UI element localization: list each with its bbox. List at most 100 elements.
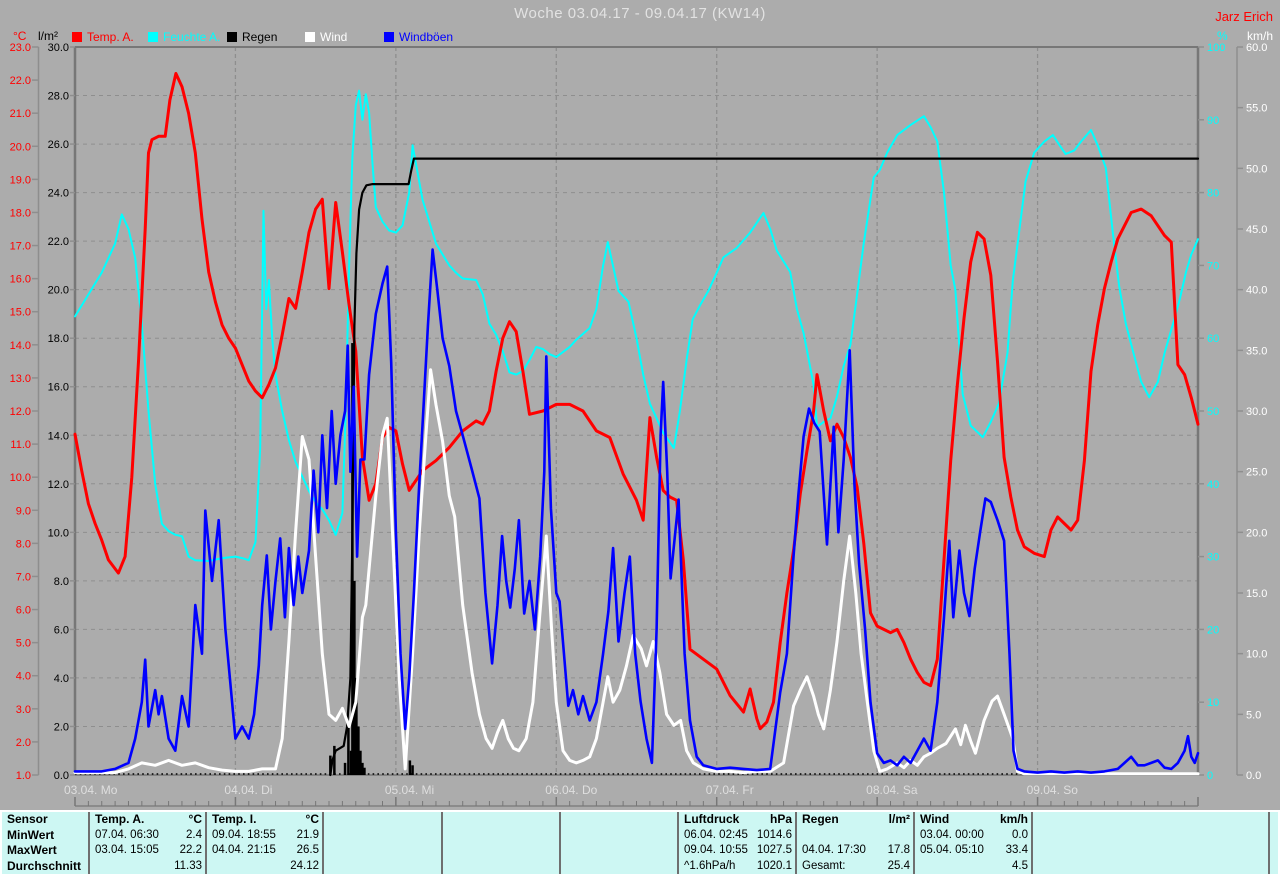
temp-axis-tick-label: 18.0 bbox=[10, 207, 31, 219]
series-regen-bar bbox=[343, 762, 347, 775]
stat-col-unit: °C bbox=[305, 812, 319, 826]
stat-max-time: 09.04. 10:55 bbox=[684, 844, 748, 856]
stat-min-value: 1014.6 bbox=[756, 828, 792, 841]
series-regen-bar bbox=[411, 765, 414, 775]
humidity-axis-tick-label: 50 bbox=[1207, 406, 1219, 418]
table-column-separator bbox=[88, 812, 90, 874]
stat-avg-value: 24.12 bbox=[290, 859, 319, 872]
legend-label: Windböen bbox=[399, 30, 454, 44]
series-temp-a- bbox=[73, 72, 1200, 731]
legend-item-regen[interactable]: Regen bbox=[227, 30, 277, 44]
rain-axis-tick-label: 12.0 bbox=[48, 479, 69, 491]
rain-axis-tick-label: 14.0 bbox=[48, 430, 69, 442]
wind-axis-tick-label: 20.0 bbox=[1246, 527, 1267, 539]
series-feuchte-a- bbox=[74, 89, 1199, 562]
temp-axis-tick-label: 14.0 bbox=[10, 340, 31, 352]
humidity-axis-tick-label: 10 bbox=[1207, 697, 1219, 709]
table-column-separator bbox=[441, 812, 443, 874]
temp-axis-tick-label: 15.0 bbox=[10, 307, 31, 319]
temp-axis-tick-label: 4.0 bbox=[16, 671, 31, 683]
statistics-table: Sensor MinWert MaxWert Durchschnitt Temp. A.… bbox=[0, 810, 1280, 876]
series-regen-bar bbox=[333, 745, 336, 775]
legend-swatch bbox=[72, 32, 82, 42]
wind-axis-tick-label: 45.0 bbox=[1246, 224, 1267, 236]
stat-min-value: 0.0 bbox=[1012, 828, 1028, 841]
stat-max-time: 05.04. 05:10 bbox=[920, 844, 984, 856]
x-axis-day-label: 09.04. So bbox=[1027, 783, 1079, 797]
legend-label: Wind bbox=[320, 30, 348, 44]
table-row-label: MaxWert bbox=[7, 843, 57, 857]
legend-item-feuchte-a-[interactable]: Feuchte A. bbox=[148, 30, 220, 44]
series-regen-bar bbox=[329, 755, 332, 775]
stat-avg-value: 4.5 bbox=[1012, 859, 1028, 872]
series-regen-summe bbox=[329, 157, 1200, 777]
temp-axis-tick-label: 21.0 bbox=[10, 108, 31, 120]
legend-label: Temp. A. bbox=[87, 30, 134, 44]
chart-title: Woche 03.04.17 - 09.04.17 (KW14) bbox=[514, 5, 766, 22]
wind-axis-tick-label: 25.0 bbox=[1246, 467, 1267, 479]
stat-avg-value: 1020.1 bbox=[756, 859, 792, 872]
stat-max-value: 22.2 bbox=[179, 844, 202, 856]
rain-axis-tick-label: 10.0 bbox=[48, 527, 69, 539]
legend-item-windb-en[interactable]: Windböen bbox=[384, 30, 453, 44]
stat-max-time: 04.04. 17:30 bbox=[802, 844, 866, 856]
table-row-label: Durchschnitt bbox=[7, 858, 82, 873]
legend-item-temp-a-[interactable]: Temp. A. bbox=[72, 30, 134, 44]
x-axis-day-label: 08.04. Sa bbox=[866, 783, 918, 797]
series-regen-bar bbox=[349, 750, 353, 775]
temp-axis-tick-label: 5.0 bbox=[16, 638, 31, 650]
legend-item-wind[interactable]: Wind bbox=[305, 30, 347, 44]
stat-min-time: 07.04. 06:30 bbox=[95, 828, 159, 841]
axis-unit-humidity: % bbox=[1217, 29, 1228, 43]
wind-axis-tick-label: 10.0 bbox=[1246, 649, 1267, 661]
stat-col-unit: hPa bbox=[769, 812, 792, 826]
temp-axis-tick-label: 19.0 bbox=[10, 174, 31, 186]
table-column-separator bbox=[677, 812, 679, 874]
rain-axis-tick-label: 2.0 bbox=[54, 721, 69, 733]
stat-avg-label: ^1.6hPa/h bbox=[684, 859, 736, 872]
stat-col-name: Wind bbox=[920, 812, 950, 826]
x-axis-day-label: 06.04. Do bbox=[545, 783, 597, 797]
series-regen-bar bbox=[355, 677, 358, 775]
temp-axis-tick-label: 10.0 bbox=[10, 472, 31, 484]
temp-axis-tick-label: 1.0 bbox=[16, 770, 31, 782]
temp-axis-tick-label: 7.0 bbox=[16, 571, 31, 583]
temp-axis-tick-label: 20.0 bbox=[10, 141, 31, 153]
x-axis-day-label: 07.04. Fr bbox=[706, 783, 754, 797]
legend-swatch bbox=[305, 32, 315, 42]
stat-min-time: 09.04. 18:55 bbox=[212, 828, 276, 841]
stat-col-unit: km/h bbox=[999, 812, 1028, 826]
series-regen-bar bbox=[363, 767, 366, 775]
legend-label: Regen bbox=[242, 30, 278, 44]
rain-axis-tick-label: 6.0 bbox=[54, 624, 69, 636]
temp-axis-tick-label: 6.0 bbox=[16, 605, 31, 617]
series-wind bbox=[73, 368, 1200, 776]
series-regen-bar bbox=[353, 580, 356, 775]
legend-swatch bbox=[227, 32, 237, 42]
stat-min-time: 06.04. 02:45 bbox=[684, 828, 748, 841]
x-axis-day-label: 05.04. Mi bbox=[385, 783, 434, 797]
wind-axis-tick-label: 15.0 bbox=[1246, 588, 1267, 600]
x-axis-day-label: 03.04. Mo bbox=[64, 783, 118, 797]
bottom-strip bbox=[0, 876, 1280, 881]
stat-max-time: 03.04. 15:05 bbox=[95, 844, 159, 856]
table-column-separator bbox=[205, 812, 207, 874]
table-column-separator bbox=[1031, 812, 1033, 874]
rain-axis-tick-label: 30.0 bbox=[48, 42, 69, 54]
humidity-axis-tick-label: 20 bbox=[1207, 624, 1219, 636]
humidity-axis-tick-label: 100 bbox=[1207, 42, 1225, 54]
humidity-axis-tick-label: 60 bbox=[1207, 333, 1219, 345]
axis-unit-temp: °C bbox=[13, 29, 27, 43]
wind-axis-tick-label: 60.0 bbox=[1246, 42, 1267, 54]
stat-avg-value: 25.4 bbox=[887, 859, 910, 872]
rain-axis-tick-label: 22.0 bbox=[48, 236, 69, 248]
wind-axis-tick-label: 50.0 bbox=[1246, 163, 1267, 175]
series-regen-bar bbox=[347, 726, 350, 775]
series-windb-en bbox=[73, 248, 1200, 774]
temp-axis-tick-label: 8.0 bbox=[16, 538, 31, 550]
legend-swatch bbox=[384, 32, 394, 42]
table-row-label: Sensor bbox=[7, 812, 48, 826]
table-column-separator bbox=[1268, 812, 1270, 874]
wind-axis-tick-label: 40.0 bbox=[1246, 285, 1267, 297]
stat-max-value: 26.5 bbox=[296, 844, 319, 856]
